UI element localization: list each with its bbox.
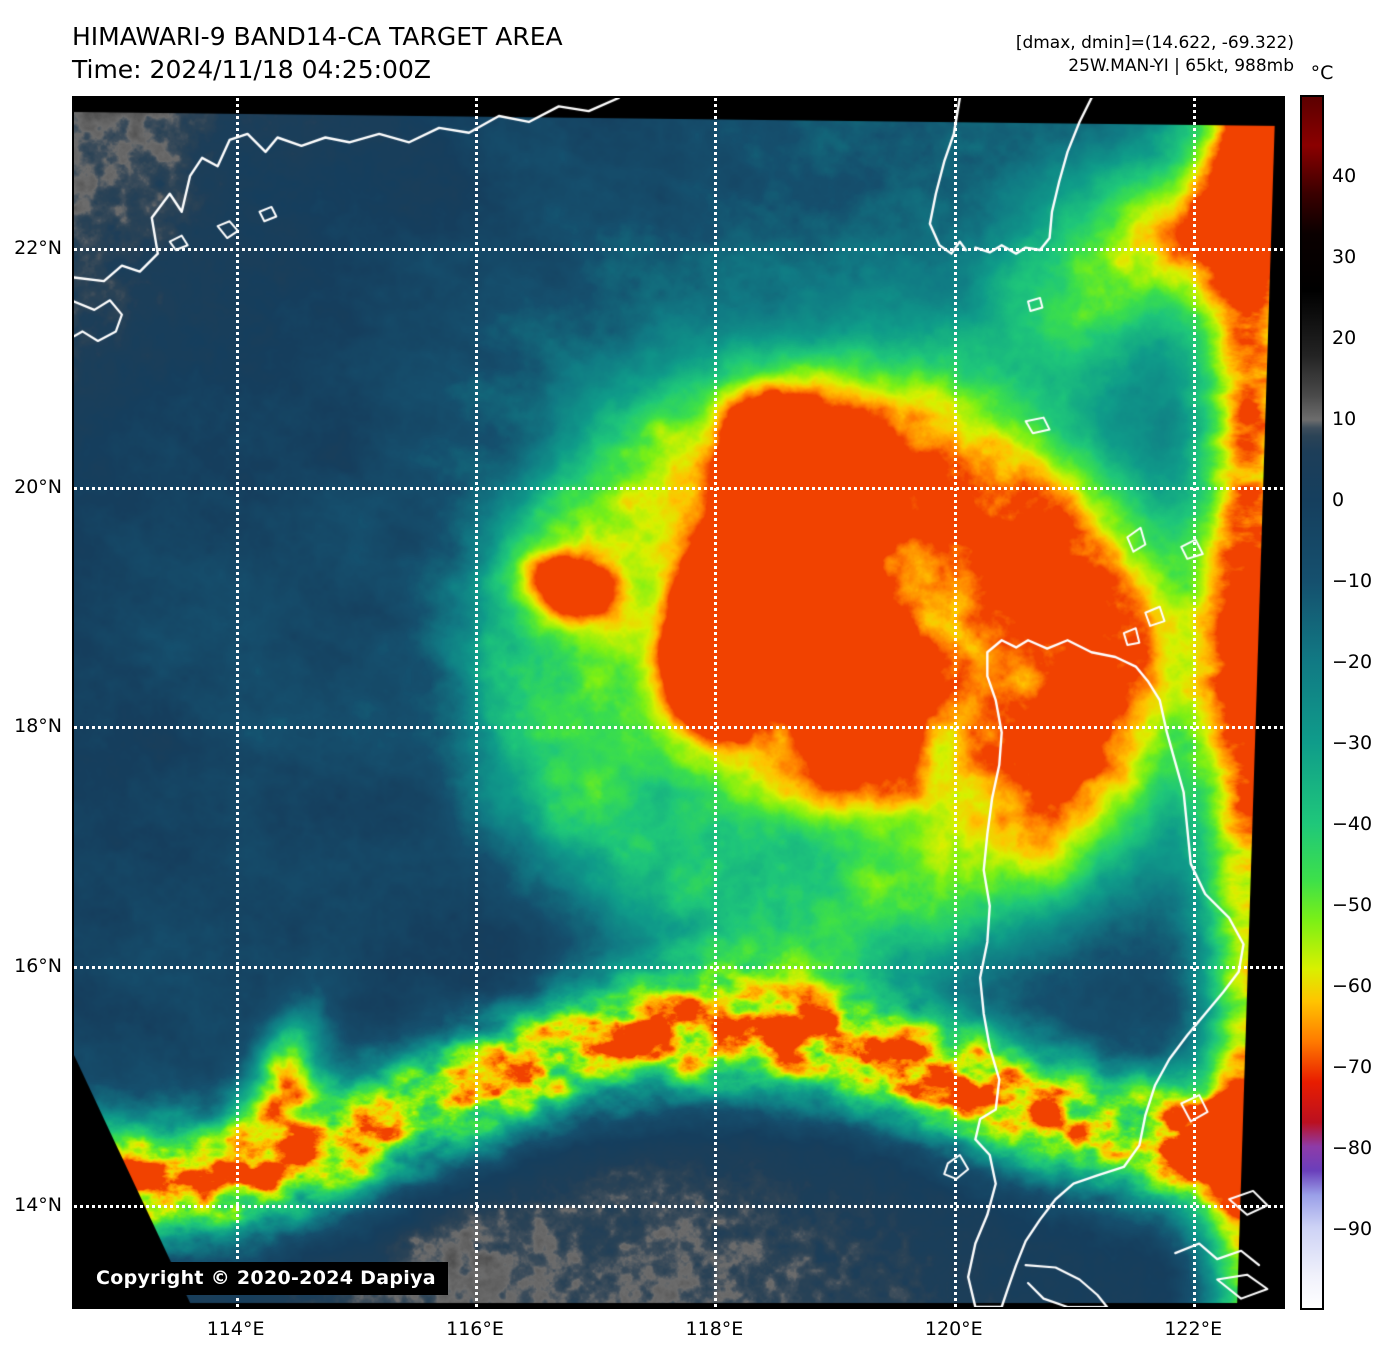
storm-info-readout: 25W.MAN-YI | 65kt, 988mb — [1068, 56, 1294, 76]
colorbar-unit-label: °C — [1310, 62, 1334, 84]
colorbar-tick-30: 30 — [1332, 246, 1357, 268]
colorbar-tick-40: 40 — [1332, 165, 1357, 187]
satellite-imagery-canvas — [74, 98, 1283, 1307]
colorbar-tick--90: −90 — [1332, 1218, 1373, 1240]
x-tick-118°E: 118°E — [685, 1318, 744, 1340]
colorbar-tick--50: −50 — [1332, 894, 1373, 916]
colorbar-tick-20: 20 — [1332, 327, 1357, 349]
y-tick-16°N: 16°N — [14, 954, 62, 977]
colorbar-tick--10: −10 — [1332, 570, 1373, 592]
y-tick-20°N: 20°N — [14, 476, 62, 499]
colorbar-tick--40: −40 — [1332, 813, 1373, 835]
page-title: HIMAWARI-9 BAND14-CA TARGET AREA — [72, 22, 563, 51]
header-meta-block: [dmax, dmin]=(14.622, -69.322) 25W.MAN-Y… — [1016, 32, 1294, 78]
colorbar-tick--20: −20 — [1332, 651, 1373, 673]
x-tick-122°E: 122°E — [1164, 1318, 1223, 1340]
satellite-image-plot[interactable]: Copyright © 2020-2024 Dapiya — [72, 96, 1285, 1309]
x-tick-120°E: 120°E — [924, 1318, 983, 1340]
header-title-block: HIMAWARI-9 BAND14-CA TARGET AREA Time: 2… — [72, 20, 563, 86]
colorbar-tick--30: −30 — [1332, 732, 1373, 754]
dmax-dmin-readout: [dmax, dmin]=(14.622, -69.322) — [1015, 33, 1294, 53]
colorbar-tick--80: −80 — [1332, 1137, 1373, 1159]
copyright-badge: Copyright © 2020-2024 Dapiya — [84, 1262, 448, 1295]
y-tick-18°N: 18°N — [14, 715, 62, 738]
y-tick-22°N: 22°N — [14, 236, 62, 259]
colorbar-gradient — [1302, 97, 1322, 1308]
colorbar[interactable] — [1300, 95, 1324, 1310]
colorbar-tick-0: 0 — [1332, 489, 1345, 511]
y-tick-14°N: 14°N — [14, 1194, 62, 1217]
x-tick-116°E: 116°E — [446, 1318, 504, 1340]
colorbar-tick-10: 10 — [1332, 408, 1357, 430]
x-tick-114°E: 114°E — [206, 1318, 265, 1340]
colorbar-tick--70: −70 — [1332, 1056, 1373, 1078]
timestamp: Time: 2024/11/18 04:25:00Z — [72, 55, 431, 84]
colorbar-tick--60: −60 — [1332, 975, 1373, 997]
